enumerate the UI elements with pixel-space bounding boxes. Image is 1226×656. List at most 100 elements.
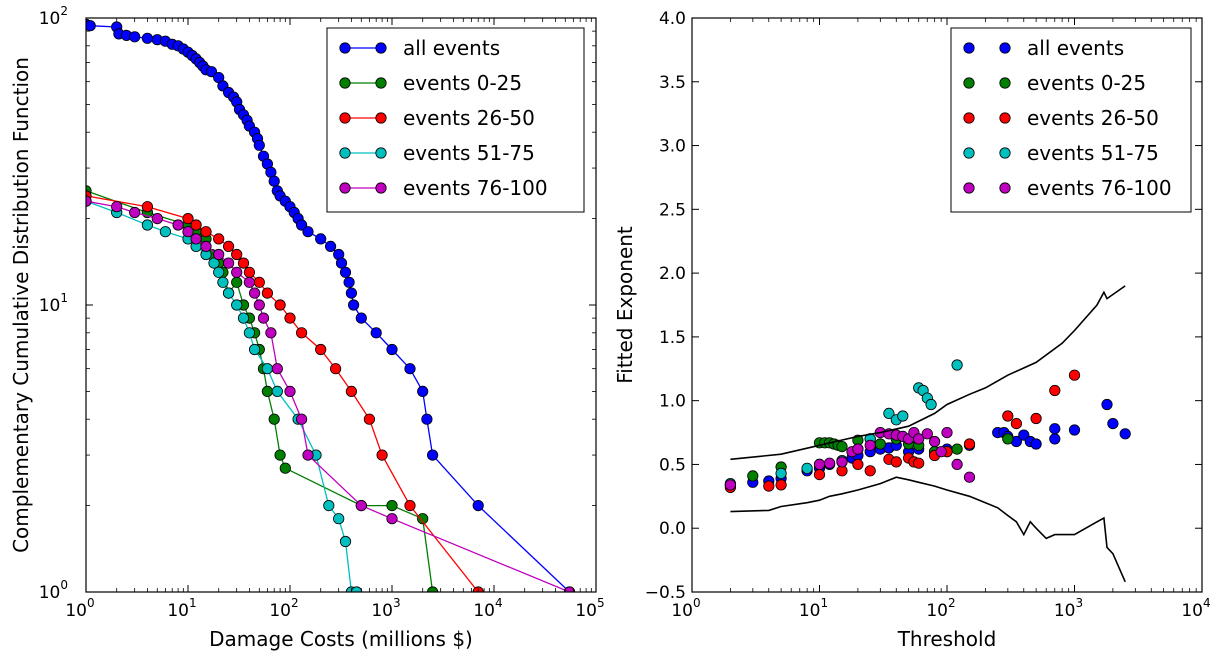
x-tick-label: 103 xyxy=(371,596,400,621)
data-point xyxy=(223,287,235,299)
data-point xyxy=(339,535,352,548)
data-point xyxy=(231,266,243,278)
data-point xyxy=(813,458,826,470)
y-tick-label: 0.0 xyxy=(659,519,686,539)
y-tick-label: 0.5 xyxy=(659,455,686,475)
series-events-76-100 xyxy=(724,426,976,491)
legend-marker xyxy=(375,42,387,54)
data-point xyxy=(190,219,202,231)
data-point xyxy=(897,410,909,422)
legend-marker xyxy=(339,77,351,89)
data-point xyxy=(243,266,255,278)
data-point xyxy=(1101,398,1113,411)
data-point xyxy=(284,385,296,397)
series-line xyxy=(86,190,434,592)
data-point xyxy=(213,266,225,278)
data-point xyxy=(925,398,937,411)
legend-label: events 76-100 xyxy=(1027,176,1172,200)
fitted-exponent-chart: 100 101 102 103 104−0.50.00.51.01.52.02.53.0… xyxy=(613,9,1211,651)
legend-marker xyxy=(375,112,387,124)
data-point xyxy=(335,257,348,269)
y-tick-label: 2.0 xyxy=(659,264,686,284)
data-point xyxy=(329,363,342,375)
y-tick-label: 102 xyxy=(39,4,68,29)
data-point xyxy=(295,413,308,425)
data-point xyxy=(208,257,220,269)
data-point xyxy=(913,433,925,445)
series-line xyxy=(86,200,570,592)
data-point xyxy=(941,426,953,439)
data-point xyxy=(823,457,836,469)
data-point xyxy=(921,428,933,440)
data-point xyxy=(343,276,355,288)
data-point xyxy=(200,226,212,238)
data-point xyxy=(1049,384,1061,397)
data-point xyxy=(363,413,375,425)
data-point xyxy=(129,31,141,43)
y-tick-label: 4.0 xyxy=(659,9,686,29)
data-point xyxy=(836,440,848,453)
data-point xyxy=(355,312,367,324)
data-point xyxy=(836,456,848,468)
legend-marker xyxy=(375,77,387,89)
data-point xyxy=(271,363,283,375)
legend-item-events-51-75: events 51-75 xyxy=(339,141,535,165)
data-point xyxy=(182,213,194,225)
data-point xyxy=(231,276,243,288)
data-point xyxy=(404,363,416,375)
x-tick-label: 104 xyxy=(1181,596,1210,621)
y-axis-label: Fitted Exponent xyxy=(613,226,637,384)
data-point xyxy=(1049,423,1061,435)
data-point xyxy=(253,276,265,288)
data-point xyxy=(472,499,484,512)
x-tick-label: 103 xyxy=(1054,596,1083,621)
bound-line xyxy=(730,476,1126,583)
data-point xyxy=(261,385,273,397)
bound-line xyxy=(730,285,1126,461)
legend-item-events-76-100: events 76-100 xyxy=(339,176,548,200)
data-point xyxy=(213,233,225,245)
data-point xyxy=(345,287,357,299)
legend-label: all events xyxy=(1027,36,1124,60)
y-tick-label: 3.0 xyxy=(659,137,686,157)
legend-item-all-events: all events xyxy=(963,36,1124,60)
data-point xyxy=(205,66,218,78)
data-point xyxy=(775,467,787,479)
data-point xyxy=(1010,417,1023,430)
legend-label: events 76-100 xyxy=(403,176,548,200)
legend-marker xyxy=(375,147,387,159)
data-point xyxy=(370,327,382,339)
x-tick-label: 100 xyxy=(65,596,94,621)
series-confidence-bound-6 xyxy=(730,476,1126,583)
y-tick-label: 100 xyxy=(39,578,68,603)
data-point xyxy=(302,449,314,461)
data-point xyxy=(852,443,864,455)
legend-marker xyxy=(963,42,975,54)
data-point xyxy=(1107,417,1119,430)
legend-item-all-events: all events xyxy=(339,36,500,60)
data-point xyxy=(864,439,876,451)
legend-label: events 0-25 xyxy=(403,71,522,95)
legend-label: events 51-75 xyxy=(403,141,535,165)
data-point xyxy=(951,359,963,371)
legend-item-events-0-25: events 0-25 xyxy=(963,71,1146,95)
legend-marker xyxy=(963,112,975,124)
legend-marker xyxy=(375,182,387,194)
data-point xyxy=(141,32,153,44)
data-point xyxy=(951,443,963,455)
data-point xyxy=(928,435,941,448)
data-point xyxy=(295,327,308,339)
data-point xyxy=(421,413,433,425)
x-tick-label: 104 xyxy=(473,596,502,621)
data-point xyxy=(417,513,429,525)
data-point xyxy=(1119,428,1131,440)
data-point xyxy=(271,385,283,397)
data-point xyxy=(172,219,184,231)
data-point xyxy=(182,226,194,238)
y-tick-label: 1.0 xyxy=(659,392,686,412)
data-point xyxy=(231,299,243,311)
data-point xyxy=(386,513,398,525)
data-point xyxy=(747,470,759,482)
data-point xyxy=(129,206,141,219)
data-point xyxy=(261,363,273,375)
